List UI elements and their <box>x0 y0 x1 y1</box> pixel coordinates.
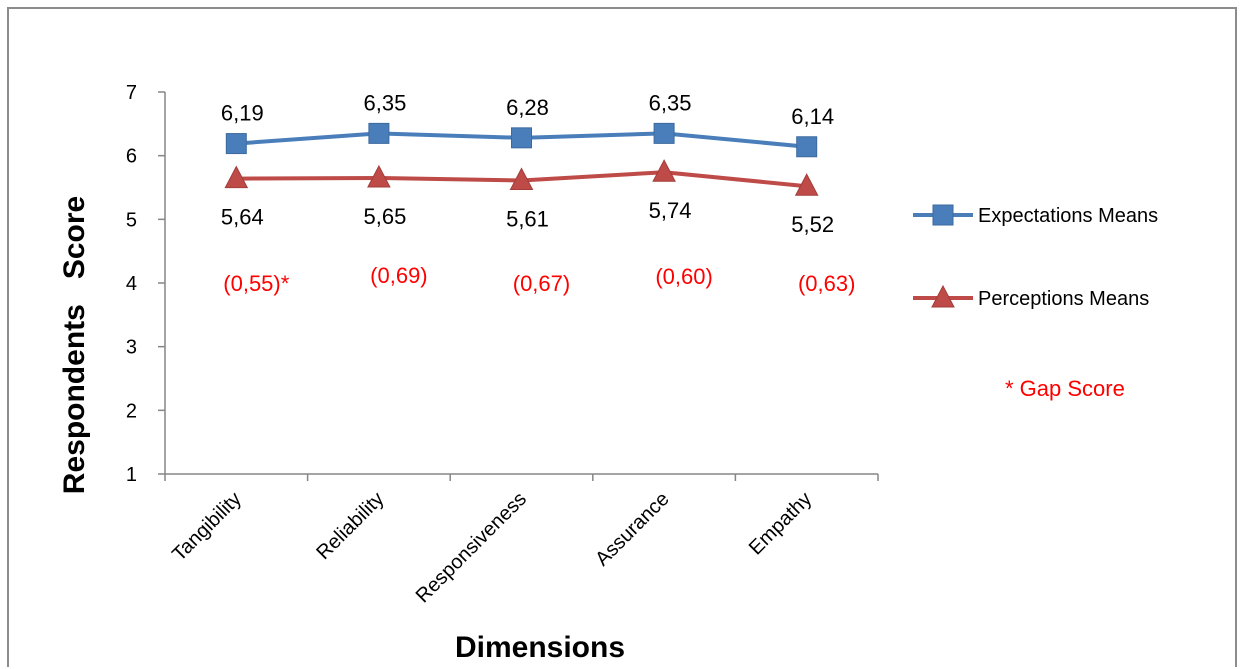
x-tick-label: Responsiveness <box>412 488 531 607</box>
perceptions-data-label: 5,65 <box>363 204 406 229</box>
y-tick-label: 6 <box>126 146 137 168</box>
legend-label: Perceptions Means <box>978 288 1149 310</box>
axes: 1 2 3 4 5 6 7 Tangibility Reliability Responsiven… <box>126 82 879 607</box>
x-tick-label: Tangibility <box>168 488 246 566</box>
gap-score-label: (0,55)* <box>223 271 289 296</box>
gap-score-label: (0,67) <box>513 271 570 296</box>
y-tick-label: 1 <box>126 464 137 486</box>
perceptions-point <box>794 173 819 196</box>
expectations-point <box>368 122 390 144</box>
y-tick-label: 2 <box>126 400 137 422</box>
perceptions-data-label: 5,74 <box>649 198 692 223</box>
y-tick-label: 7 <box>126 82 137 104</box>
gap-score-note: * Gap Score <box>1005 376 1125 401</box>
perceptions-point <box>224 165 249 189</box>
expectations-point <box>225 133 247 155</box>
gap-score-label: (0,69) <box>370 263 427 288</box>
expectations-data-label: 6,28 <box>506 95 549 120</box>
y-tick-label: 4 <box>126 273 137 295</box>
x-tick-label: Reliability <box>312 488 388 564</box>
y-axis-title: Respondents Score <box>58 196 91 494</box>
expectations-point <box>511 127 532 149</box>
x-tick-label: Empathy <box>745 488 816 559</box>
chart-frame <box>7 7 1237 667</box>
legend: Expectations Means Perceptions Means <box>913 204 1158 310</box>
legend-square-marker <box>932 204 954 226</box>
expectations-data-label: 6,35 <box>363 90 406 115</box>
x-axis-title: Dimensions <box>455 631 625 664</box>
expectations-point <box>796 136 818 158</box>
expectations-data-label: 6,35 <box>649 90 692 115</box>
series-layer <box>224 122 819 196</box>
y-tick-label: 5 <box>126 209 137 231</box>
legend-label: Expectations Means <box>978 205 1158 227</box>
x-tick-label: Assurance <box>591 488 673 570</box>
labels-layer: 6,19 6,35 6,28 6,35 6,14 5,64 5,65 5,61 5,74 5,52… <box>221 90 856 296</box>
gap-score-label: (0,60) <box>655 264 712 289</box>
expectations-data-label: 6,14 <box>791 104 834 129</box>
y-tick-label: 3 <box>126 337 137 359</box>
perceptions-point <box>509 167 534 190</box>
perceptions-point <box>652 159 676 182</box>
expectations-point <box>653 122 675 144</box>
legend-triangle-marker <box>931 284 955 308</box>
perceptions-point <box>367 164 391 188</box>
gap-score-label: (0,63) <box>798 271 855 296</box>
perceptions-data-label: 5,61 <box>506 206 549 231</box>
expectations-data-label: 6,19 <box>221 101 264 126</box>
perceptions-data-label: 5,64 <box>221 205 264 230</box>
perceptions-data-label: 5,52 <box>791 212 834 237</box>
